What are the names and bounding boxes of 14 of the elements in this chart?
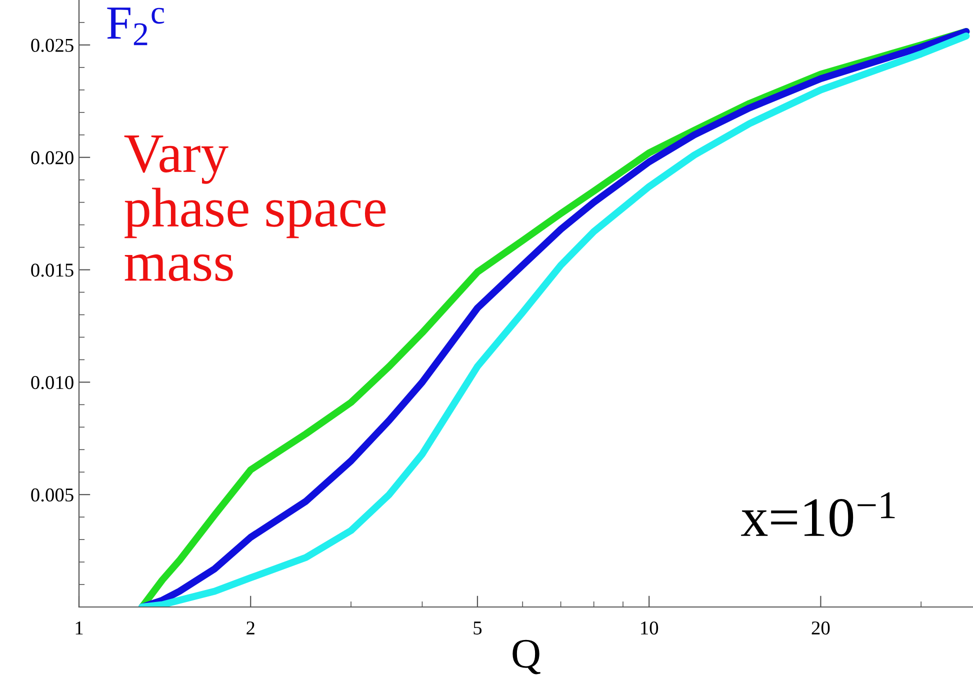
y-tick-label: 0.025 [31, 38, 74, 52]
x-axis-title: Q [512, 640, 540, 674]
annotation: Vary phase space mass [124, 136, 386, 282]
annotation: x=10$^{−1}$ [741, 492, 895, 536]
x-tick-label: 10 [641, 621, 658, 635]
y-tick-label: 0.020 [31, 151, 74, 164]
x-tick-label: 5 [474, 622, 482, 635]
x-tick-label: 1 [76, 622, 83, 634]
x-tick-label: 2 [246, 622, 254, 634]
y-tick-label: 0.015 [31, 264, 74, 277]
y-tick-label: 0.010 [31, 376, 74, 390]
annotation: F$_{2}$$^{c}$ [107, 8, 164, 46]
x-tick-label: 20 [812, 621, 830, 635]
y-tick-label: 0.005 [31, 488, 74, 502]
